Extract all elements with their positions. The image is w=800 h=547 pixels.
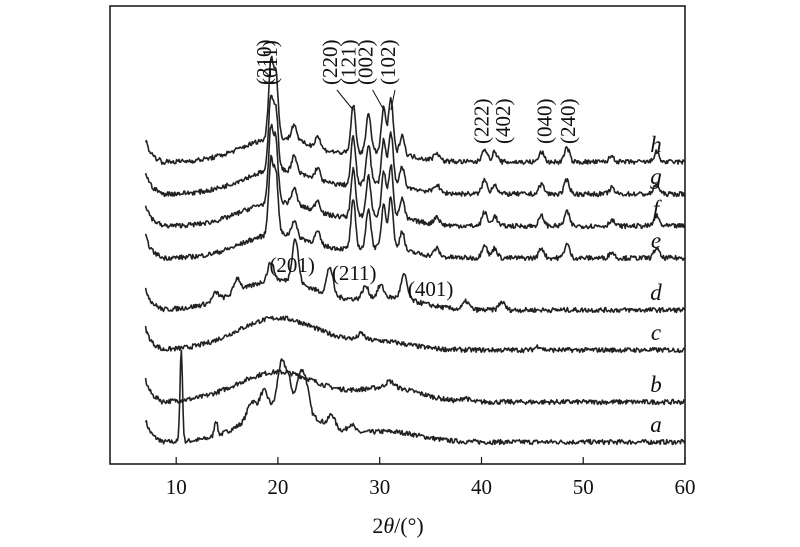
x-axis-title-symbol: θ <box>383 513 394 538</box>
peak-label: (402) <box>491 99 515 145</box>
series-label-e: e <box>651 228 661 253</box>
x-tick-label: 60 <box>675 475 696 499</box>
peak-leader-line <box>372 89 385 111</box>
series-label-c: c <box>651 320 661 345</box>
peak-leader-line <box>336 89 354 111</box>
peak-label: (401) <box>408 277 454 301</box>
series-line-d <box>144 238 686 314</box>
series-line-e <box>144 154 686 262</box>
x-axis-title-unit: /(°) <box>394 513 424 538</box>
series-line-f <box>144 123 686 230</box>
peak-annotations: (210)(011) (220)(121)(002)(102) (222)(402)… <box>252 40 580 302</box>
peak-label: (121) <box>336 40 360 86</box>
series-label-d: d <box>650 280 662 305</box>
x-ticks: 10 20 30 40 50 60 <box>166 457 696 499</box>
series-label-h: h <box>650 132 662 157</box>
peak-label: (222) <box>470 99 494 144</box>
series-line-c <box>144 315 686 354</box>
peak-label: (240) <box>556 99 580 145</box>
peak-leader-line <box>390 89 396 111</box>
peak-label: (220) <box>318 40 342 86</box>
series-line-b <box>144 369 686 406</box>
series-line-a <box>144 349 686 446</box>
peak-label: (210) <box>252 40 276 86</box>
series-label-g: g <box>650 164 662 189</box>
peak-label: (011) <box>258 40 282 85</box>
x-tick-label: 10 <box>166 475 187 499</box>
x-axis-title-prefix: 2 <box>372 513 383 538</box>
peak-label: (102) <box>376 40 400 86</box>
x-tick-label: 20 <box>267 475 288 499</box>
series-line-g <box>144 94 686 198</box>
series-label-a: a <box>650 412 662 437</box>
series-label-b: b <box>650 372 662 397</box>
series-line-h <box>144 55 685 165</box>
series-label-f: f <box>653 196 663 221</box>
x-tick-label: 30 <box>369 475 390 499</box>
peak-label: (002) <box>354 40 378 86</box>
plot-frame <box>109 5 686 465</box>
peak-label: (211) <box>332 261 377 285</box>
x-tick-label: 50 <box>573 475 594 499</box>
x-tick-label: 40 <box>471 475 492 499</box>
peak-label: (040) <box>533 99 557 145</box>
peak-label: (201) <box>269 253 315 277</box>
x-axis-title: 2θ/(°) <box>372 513 423 538</box>
